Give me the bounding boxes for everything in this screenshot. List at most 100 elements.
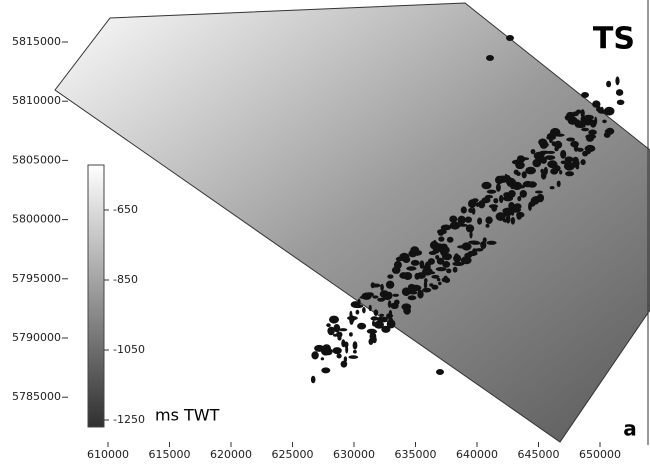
feature — [580, 159, 586, 166]
feature — [582, 150, 589, 157]
feature — [549, 136, 553, 144]
feature — [585, 134, 597, 140]
feature — [460, 256, 472, 265]
x-tick-label: 650000 — [579, 448, 621, 461]
feature — [563, 161, 575, 171]
feature — [311, 351, 319, 360]
feature — [468, 199, 477, 209]
feature — [403, 306, 411, 315]
feature — [422, 267, 433, 276]
feature — [333, 333, 338, 337]
feature — [602, 119, 607, 124]
feature — [443, 277, 451, 284]
feature — [372, 295, 379, 299]
panel-label: TS — [593, 22, 635, 57]
feature — [467, 250, 478, 257]
feature — [379, 290, 390, 298]
feature — [520, 157, 530, 161]
feature — [465, 224, 475, 233]
feature — [370, 283, 381, 288]
feature — [373, 309, 379, 317]
colorbar-tick-label: -1050 — [113, 343, 145, 356]
feature — [386, 319, 396, 329]
feature — [572, 156, 579, 164]
feature — [588, 129, 597, 136]
colorbar-tick-label: -1250 — [113, 413, 145, 426]
y-tick-label: 5795000 — [12, 272, 61, 285]
feature — [495, 175, 504, 185]
subfigure-label: a — [623, 417, 637, 441]
feature — [495, 183, 501, 192]
x-tick-label: 630000 — [333, 448, 375, 461]
feature — [530, 196, 540, 205]
feature — [615, 89, 624, 96]
feature — [556, 180, 561, 187]
feature — [433, 239, 437, 246]
surface — [54, 2, 650, 443]
feature — [475, 248, 484, 252]
feature — [345, 345, 349, 354]
feature — [373, 320, 384, 329]
feature — [493, 198, 499, 204]
feature — [458, 223, 468, 227]
feature — [485, 223, 490, 228]
feature — [442, 253, 452, 261]
feature — [480, 241, 487, 250]
feature — [387, 300, 392, 308]
x-tick-label: 640000 — [456, 448, 498, 461]
x-tick-label: 615000 — [149, 448, 191, 461]
feature — [499, 194, 504, 204]
feature — [485, 216, 493, 224]
feature — [615, 76, 620, 86]
x-tick-label: 635000 — [395, 448, 437, 461]
feature — [606, 80, 612, 88]
feature — [486, 240, 497, 245]
feature — [401, 287, 411, 297]
x-tick-label: 625000 — [272, 448, 314, 461]
feature — [420, 265, 431, 270]
feature — [549, 127, 561, 137]
x-tick-label: 610000 — [87, 448, 129, 461]
feature — [406, 266, 417, 271]
feature — [428, 251, 437, 255]
feature — [385, 280, 395, 289]
feature — [477, 217, 483, 225]
feature — [446, 268, 452, 274]
feature — [399, 272, 409, 279]
feature — [372, 320, 375, 327]
feature — [414, 261, 420, 265]
y-tick-label: 5790000 — [12, 331, 61, 344]
colorbar-unit: ms TWT — [155, 406, 220, 425]
y-tick-label: 5805000 — [12, 153, 61, 166]
feature — [538, 138, 548, 146]
feature — [377, 297, 385, 302]
feature — [431, 284, 439, 290]
feature — [388, 310, 393, 317]
feature — [368, 304, 372, 312]
feature — [475, 202, 480, 208]
feature — [502, 195, 514, 202]
feature — [584, 144, 596, 153]
feature — [327, 326, 335, 336]
feature — [350, 301, 361, 308]
feature — [460, 206, 467, 214]
feature — [381, 325, 391, 333]
feature — [584, 119, 592, 126]
features — [310, 35, 625, 384]
feature — [506, 35, 514, 41]
feature — [485, 194, 493, 199]
feature — [449, 215, 458, 223]
feature — [437, 229, 447, 235]
feature — [409, 290, 418, 295]
feature — [340, 360, 348, 368]
feature — [349, 315, 355, 323]
feature — [414, 272, 420, 280]
feature — [427, 258, 435, 265]
feature — [320, 357, 325, 361]
feature — [581, 127, 590, 132]
feature — [439, 257, 443, 264]
feature — [380, 316, 388, 323]
feature — [407, 295, 417, 301]
feature — [442, 261, 451, 268]
